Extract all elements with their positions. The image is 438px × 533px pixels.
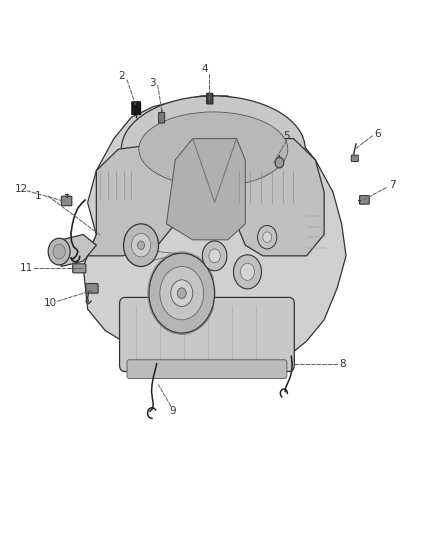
Ellipse shape — [121, 96, 305, 203]
Circle shape — [258, 225, 277, 249]
FancyBboxPatch shape — [120, 297, 294, 372]
Ellipse shape — [139, 112, 288, 187]
Circle shape — [233, 255, 261, 289]
Circle shape — [177, 288, 186, 298]
Text: 9: 9 — [170, 407, 177, 416]
Text: 4: 4 — [201, 64, 208, 74]
FancyBboxPatch shape — [86, 284, 98, 293]
FancyBboxPatch shape — [73, 264, 86, 273]
Text: 10: 10 — [44, 298, 57, 308]
Text: 8: 8 — [339, 359, 346, 368]
Circle shape — [149, 253, 215, 333]
Polygon shape — [57, 235, 96, 266]
FancyBboxPatch shape — [207, 93, 213, 104]
Circle shape — [240, 263, 254, 280]
Circle shape — [171, 280, 193, 306]
Circle shape — [124, 224, 159, 266]
Text: 6: 6 — [374, 130, 381, 139]
Circle shape — [138, 241, 145, 249]
Text: 12: 12 — [14, 184, 28, 194]
Circle shape — [275, 157, 284, 168]
FancyBboxPatch shape — [360, 196, 369, 204]
Circle shape — [131, 233, 151, 257]
Circle shape — [202, 241, 227, 271]
FancyBboxPatch shape — [159, 112, 165, 123]
Circle shape — [160, 266, 204, 320]
Circle shape — [209, 249, 220, 263]
FancyBboxPatch shape — [61, 196, 72, 206]
Polygon shape — [237, 139, 324, 256]
Circle shape — [53, 244, 65, 259]
Polygon shape — [88, 144, 175, 256]
FancyBboxPatch shape — [351, 155, 358, 161]
Polygon shape — [83, 96, 346, 373]
Text: 5: 5 — [283, 131, 290, 141]
FancyBboxPatch shape — [132, 102, 141, 115]
Text: 1: 1 — [35, 191, 42, 201]
Circle shape — [48, 238, 70, 265]
Circle shape — [263, 232, 272, 243]
Text: 2: 2 — [118, 71, 125, 80]
Polygon shape — [166, 139, 245, 240]
Text: 7: 7 — [389, 181, 396, 190]
Text: 3: 3 — [149, 78, 156, 87]
Text: 11: 11 — [20, 263, 33, 272]
FancyBboxPatch shape — [127, 360, 287, 378]
